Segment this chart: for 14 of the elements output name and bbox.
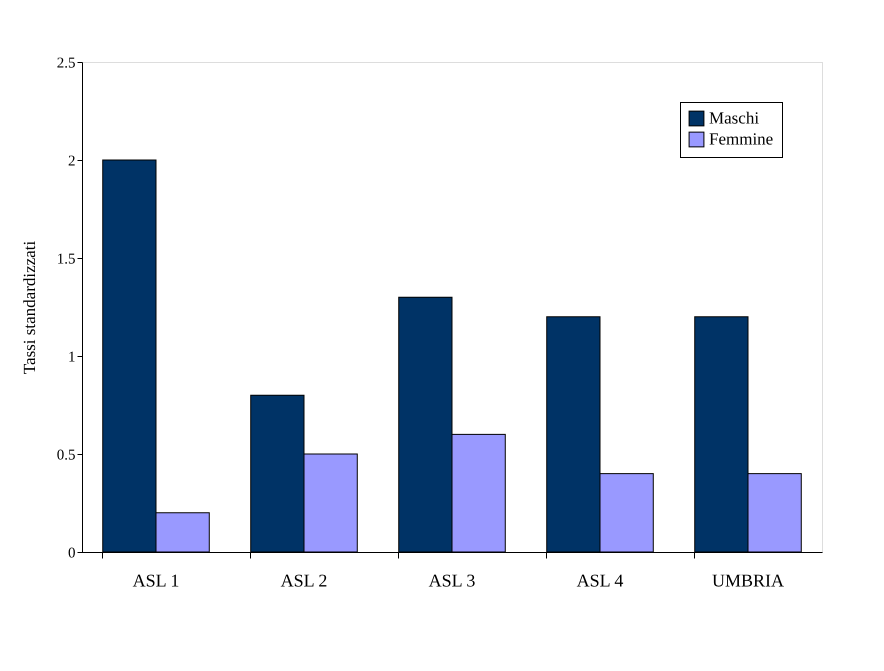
legend-label: Maschi [709,108,760,128]
x-tick-label: ASL 3 [428,570,476,590]
y-axis-title: Tassi standardizzati [20,240,39,374]
x-tick-label: ASL 2 [280,570,328,590]
x-tick-label: UMBRIA [712,570,784,590]
y-tick-label: 2 [68,154,76,170]
y-tick-label: 1 [68,350,76,366]
y-tick-label: 2.5 [56,56,76,72]
y-tick-label: 1.5 [56,252,76,268]
y-tick-label: 0 [68,546,76,562]
x-tick-label: ASL 4 [576,570,624,590]
y-tick-label: 0.5 [56,448,76,464]
legend-label: Femmine [709,130,774,148]
x-tick-label: ASL 1 [132,570,180,590]
